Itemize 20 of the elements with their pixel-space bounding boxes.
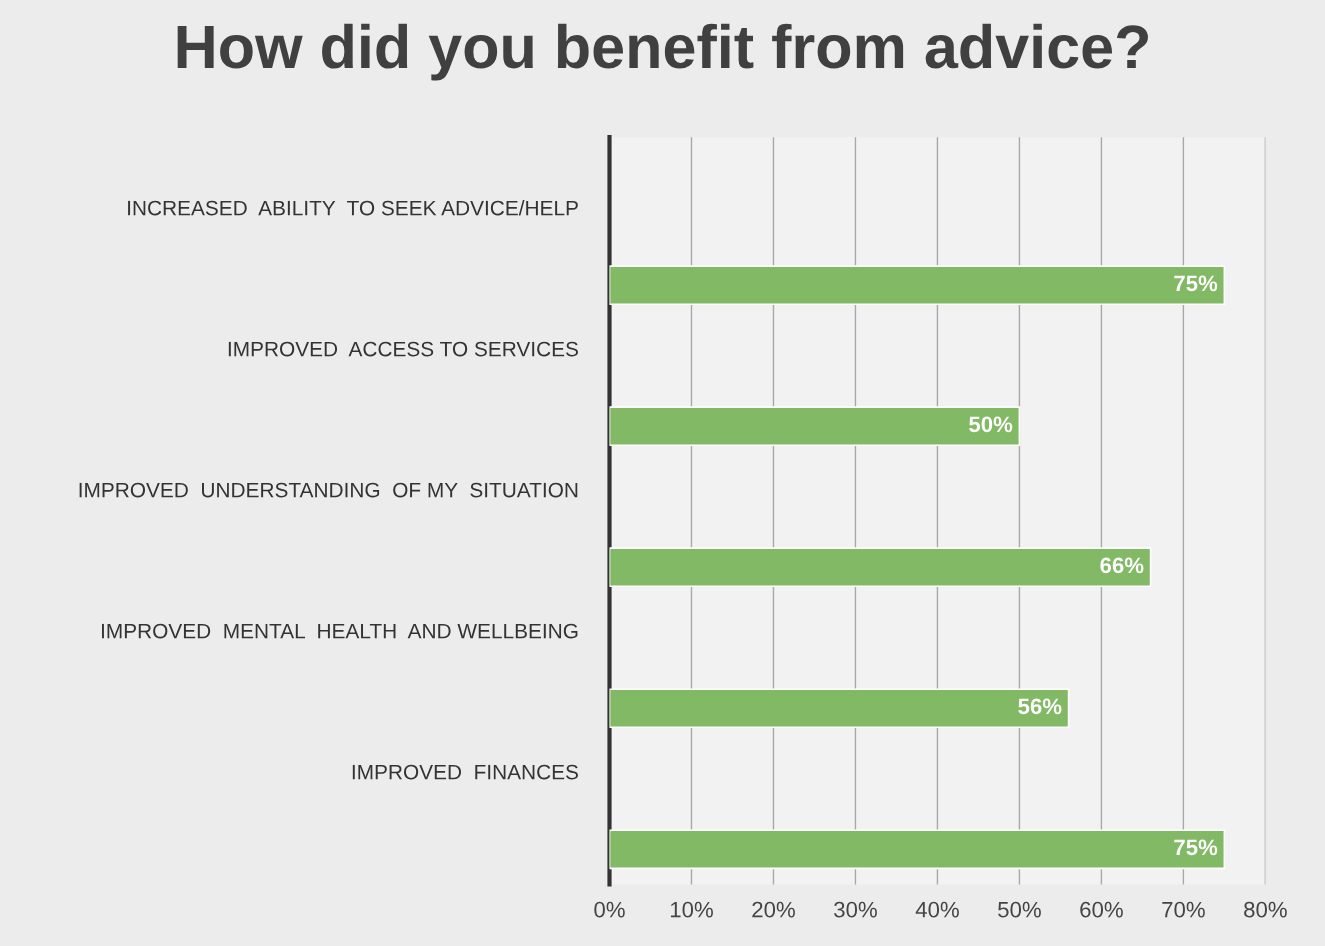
data-label: 75%: [1174, 839, 1218, 856]
y-tick-label: IMPROVED ACCESS TO SERVICES: [228, 341, 578, 357]
y-tick-label: IMPROVED UNDERSTANDING OF MY SITUATION: [79, 482, 578, 498]
data-label: 75%: [1174, 275, 1218, 292]
data-label: 56%: [1018, 698, 1062, 715]
x-tick-label: 60%: [1080, 901, 1123, 918]
x-tick-label: 40%: [915, 901, 959, 918]
y-tick-label: IMPROVED FINANCES: [352, 764, 578, 780]
x-tick-label: 20%: [752, 901, 795, 918]
x-tick-label: 80%: [1244, 901, 1287, 918]
y-tick-label: INCREASED ABILITY TO SEEK ADVICE/HELP: [128, 200, 578, 216]
data-label: 66%: [1100, 557, 1144, 574]
data-label: 50%: [969, 416, 1013, 433]
x-tick-label: 30%: [834, 901, 877, 918]
x-tick-label: 50%: [998, 901, 1041, 918]
y-tick-label: IMPROVED MENTAL HEALTH AND WELLBEING: [101, 623, 578, 639]
x-tick-label: 0%: [594, 901, 625, 918]
x-tick-label: 10%: [670, 901, 713, 918]
chart-title: How did you benefit from advice?: [177, 23, 1148, 81]
x-tick-label: 70%: [1162, 901, 1205, 918]
